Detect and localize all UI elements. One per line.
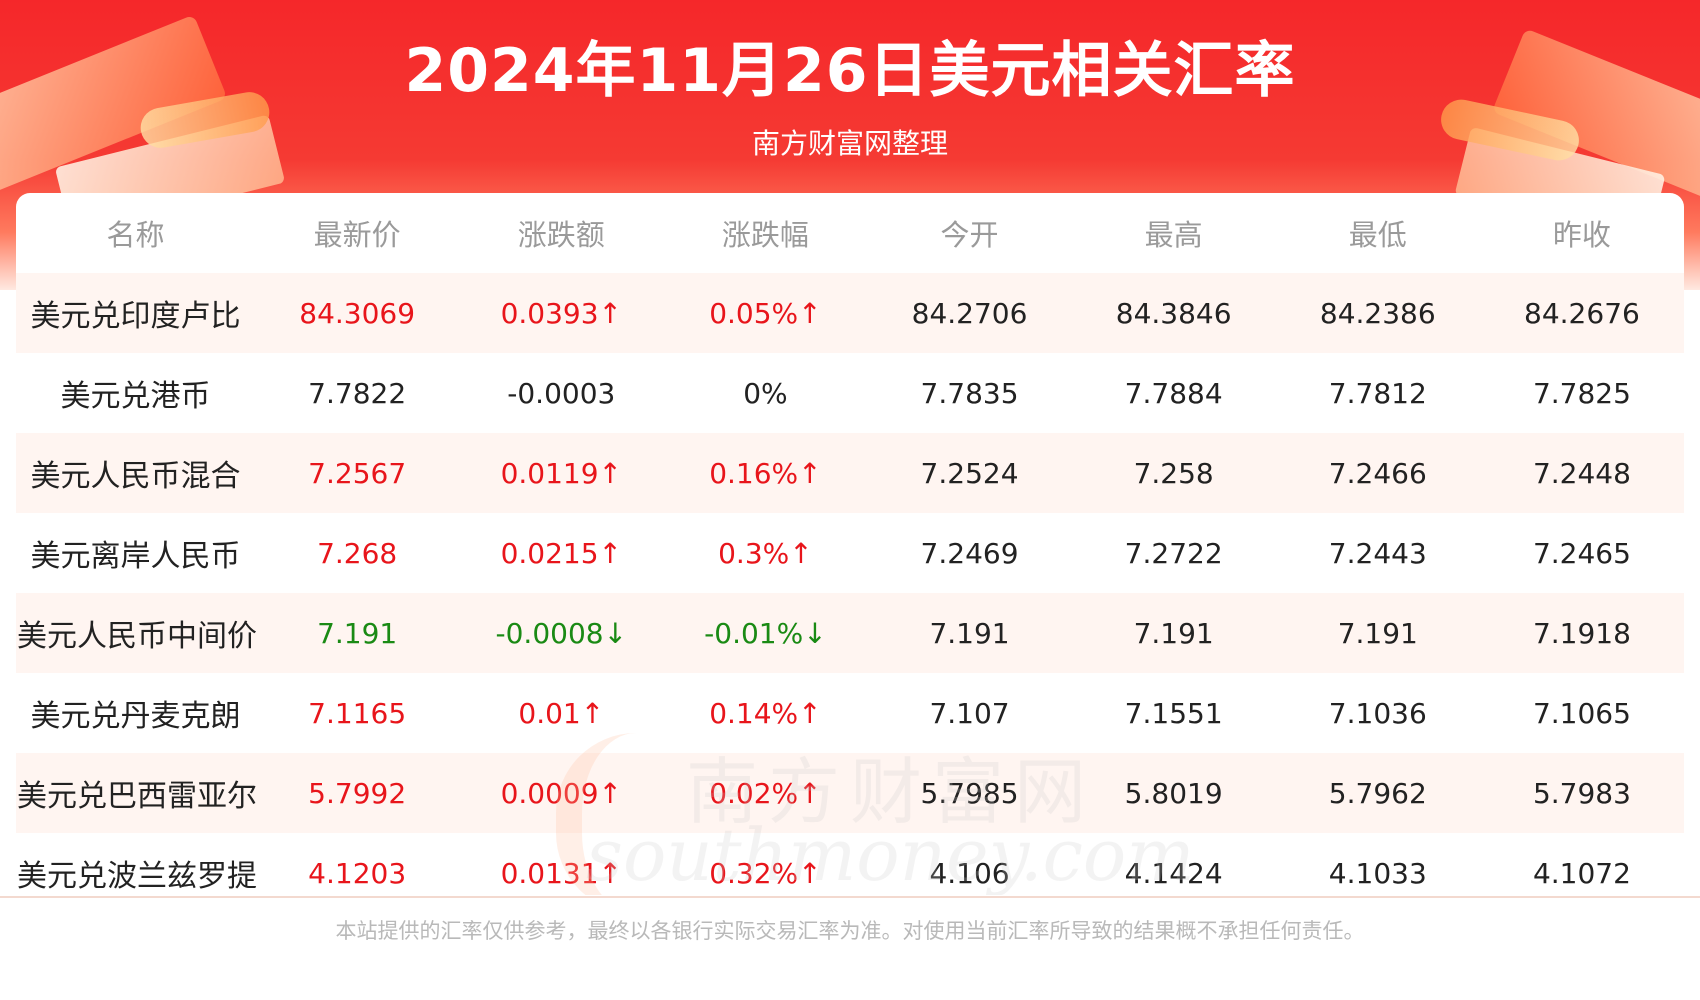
prev-close-cell: 5.7983 xyxy=(1479,753,1684,833)
low-price-cell: 4.1033 xyxy=(1275,833,1480,895)
change-percent-cell: 0.3%↑ xyxy=(663,513,868,593)
high-price-cell: 7.1551 xyxy=(1071,673,1276,753)
latest-price-cell: 84.3069 xyxy=(255,273,460,353)
change-percent-cell: 0.02%↑ xyxy=(663,753,868,833)
page-title: 2024年11月26日美元相关汇率 xyxy=(404,36,1296,106)
change-amount-cell: 0.01↑ xyxy=(459,673,664,753)
column-header: 最低 xyxy=(1348,218,1407,252)
table-header-row: 名称 最新价 涨跌额 涨跌幅 今开 最高 最低 昨收 xyxy=(16,193,1684,273)
low-price-cell: 7.2466 xyxy=(1275,433,1480,513)
change-percent-cell: -0.01%↓ xyxy=(663,593,868,673)
low-price-cell: 84.2386 xyxy=(1275,273,1480,353)
table-row: 美元兑港币 7.7822 -0.0003 0% 7.7835 7.7884 7.7812 7.… xyxy=(16,353,1684,433)
change-amount-cell: 0.0119↑ xyxy=(459,433,664,513)
table-row: 美元兑丹麦克朗 7.1165 0.01↑ 0.14%↑ 7.107 7.1551 7.103… xyxy=(16,673,1684,753)
latest-price-cell: 7.191 xyxy=(255,593,460,673)
currency-pair-name: 美元离岸人民币 xyxy=(16,513,256,593)
currency-pair-name: 美元人民币混合 xyxy=(16,433,256,513)
change-amount-cell: 0.0131↑ xyxy=(459,833,664,895)
latest-price-cell: 4.1203 xyxy=(255,833,460,895)
footer-divider xyxy=(0,896,1700,898)
latest-price-cell: 5.7992 xyxy=(255,753,460,833)
high-price-cell: 7.191 xyxy=(1071,593,1276,673)
table-row: 美元人民币混合 7.2567 0.0119↑ 0.16%↑ 7.2524 7.258 7.2… xyxy=(16,433,1684,513)
change-amount-cell: 0.0215↑ xyxy=(459,513,664,593)
table-row: 美元兑巴西雷亚尔 5.7992 0.0009↑ 0.02%↑ 5.7985 5.8019 5… xyxy=(16,753,1684,833)
low-price-cell: 7.1036 xyxy=(1275,673,1480,753)
currency-pair-name: 美元兑波兰兹罗提 xyxy=(16,833,257,895)
change-amount-cell: 0.0393↑ xyxy=(459,273,664,353)
open-price-cell: 5.7985 xyxy=(867,753,1072,833)
prev-close-cell: 7.2448 xyxy=(1479,433,1684,513)
table-row: 美元兑印度卢比 84.3069 0.0393↑ 0.05%↑ 84.2706 84.384… xyxy=(16,273,1684,353)
latest-price-cell: 7.7822 xyxy=(255,353,460,433)
high-price-cell: 7.258 xyxy=(1071,433,1276,513)
column-header: 最新价 xyxy=(313,218,401,252)
table-row: 美元离岸人民币 7.268 0.0215↑ 0.3%↑ 7.2469 7.2722 7.24… xyxy=(16,513,1684,593)
change-percent-cell: 0.32%↑ xyxy=(663,833,868,895)
prev-close-cell: 7.2465 xyxy=(1479,513,1684,593)
table-row: 美元人民币中间价 7.191 -0.0008↓ -0.01%↓ 7.191 7.191 7.… xyxy=(16,593,1684,673)
change-percent-cell: 0.16%↑ xyxy=(663,433,868,513)
open-price-cell: 84.2706 xyxy=(867,273,1072,353)
high-price-cell: 7.7884 xyxy=(1071,353,1276,433)
change-amount-cell: -0.0003 xyxy=(459,353,664,433)
prev-close-cell: 7.1065 xyxy=(1479,673,1684,753)
high-price-cell: 4.1424 xyxy=(1071,833,1276,895)
rates-card: 南方财富网 southmoney.com 名称 最新价 涨跌额 涨跌幅 今开 最… xyxy=(16,193,1684,895)
exchange-rate-table: 名称 最新价 涨跌额 涨跌幅 今开 最高 最低 昨收 美元兑印度卢比 84.306… xyxy=(16,193,1684,895)
high-price-cell: 5.8019 xyxy=(1071,753,1276,833)
column-header: 涨跌额 xyxy=(517,218,605,252)
column-header: 涨跌幅 xyxy=(721,218,809,252)
open-price-cell: 4.106 xyxy=(867,833,1072,895)
column-header: 名称 xyxy=(106,218,165,252)
change-amount-cell: 0.0009↑ xyxy=(459,753,664,833)
currency-pair-name: 美元人民币中间价 xyxy=(16,593,257,673)
latest-price-cell: 7.1165 xyxy=(255,673,460,753)
prev-close-cell: 84.2676 xyxy=(1479,273,1684,353)
high-price-cell: 7.2722 xyxy=(1071,513,1276,593)
column-header: 昨收 xyxy=(1552,218,1611,252)
low-price-cell: 5.7962 xyxy=(1275,753,1480,833)
change-amount-cell: -0.0008↓ xyxy=(459,593,664,673)
low-price-cell: 7.7812 xyxy=(1275,353,1480,433)
currency-pair-name: 美元兑印度卢比 xyxy=(16,273,256,353)
prev-close-cell: 7.1918 xyxy=(1479,593,1684,673)
prev-close-cell: 7.7825 xyxy=(1479,353,1684,433)
prev-close-cell: 4.1072 xyxy=(1479,833,1684,895)
disclaimer-text: 本站提供的汇率仅供参考，最终以各银行实际交易汇率为准。对使用当前汇率所导致的结果… xyxy=(335,919,1365,943)
open-price-cell: 7.7835 xyxy=(867,353,1072,433)
open-price-cell: 7.2524 xyxy=(867,433,1072,513)
low-price-cell: 7.2443 xyxy=(1275,513,1480,593)
currency-pair-name: 美元兑港币 xyxy=(16,353,256,433)
latest-price-cell: 7.268 xyxy=(255,513,460,593)
page-subtitle: 南方财富网整理 xyxy=(751,127,948,160)
open-price-cell: 7.191 xyxy=(867,593,1072,673)
currency-pair-name: 美元兑丹麦克朗 xyxy=(16,673,256,753)
low-price-cell: 7.191 xyxy=(1275,593,1480,673)
column-header: 今开 xyxy=(940,218,999,252)
latest-price-cell: 7.2567 xyxy=(255,433,460,513)
change-percent-cell: 0.05%↑ xyxy=(663,273,868,353)
change-percent-cell: 0% xyxy=(663,353,868,433)
open-price-cell: 7.107 xyxy=(867,673,1072,753)
currency-pair-name: 美元兑巴西雷亚尔 xyxy=(16,753,257,833)
column-header: 最高 xyxy=(1144,218,1203,252)
change-percent-cell: 0.14%↑ xyxy=(663,673,868,753)
high-price-cell: 84.3846 xyxy=(1071,273,1276,353)
table-row: 美元兑波兰兹罗提 4.1203 0.0131↑ 0.32%↑ 4.106 4.1424 4.… xyxy=(16,833,1684,895)
open-price-cell: 7.2469 xyxy=(867,513,1072,593)
